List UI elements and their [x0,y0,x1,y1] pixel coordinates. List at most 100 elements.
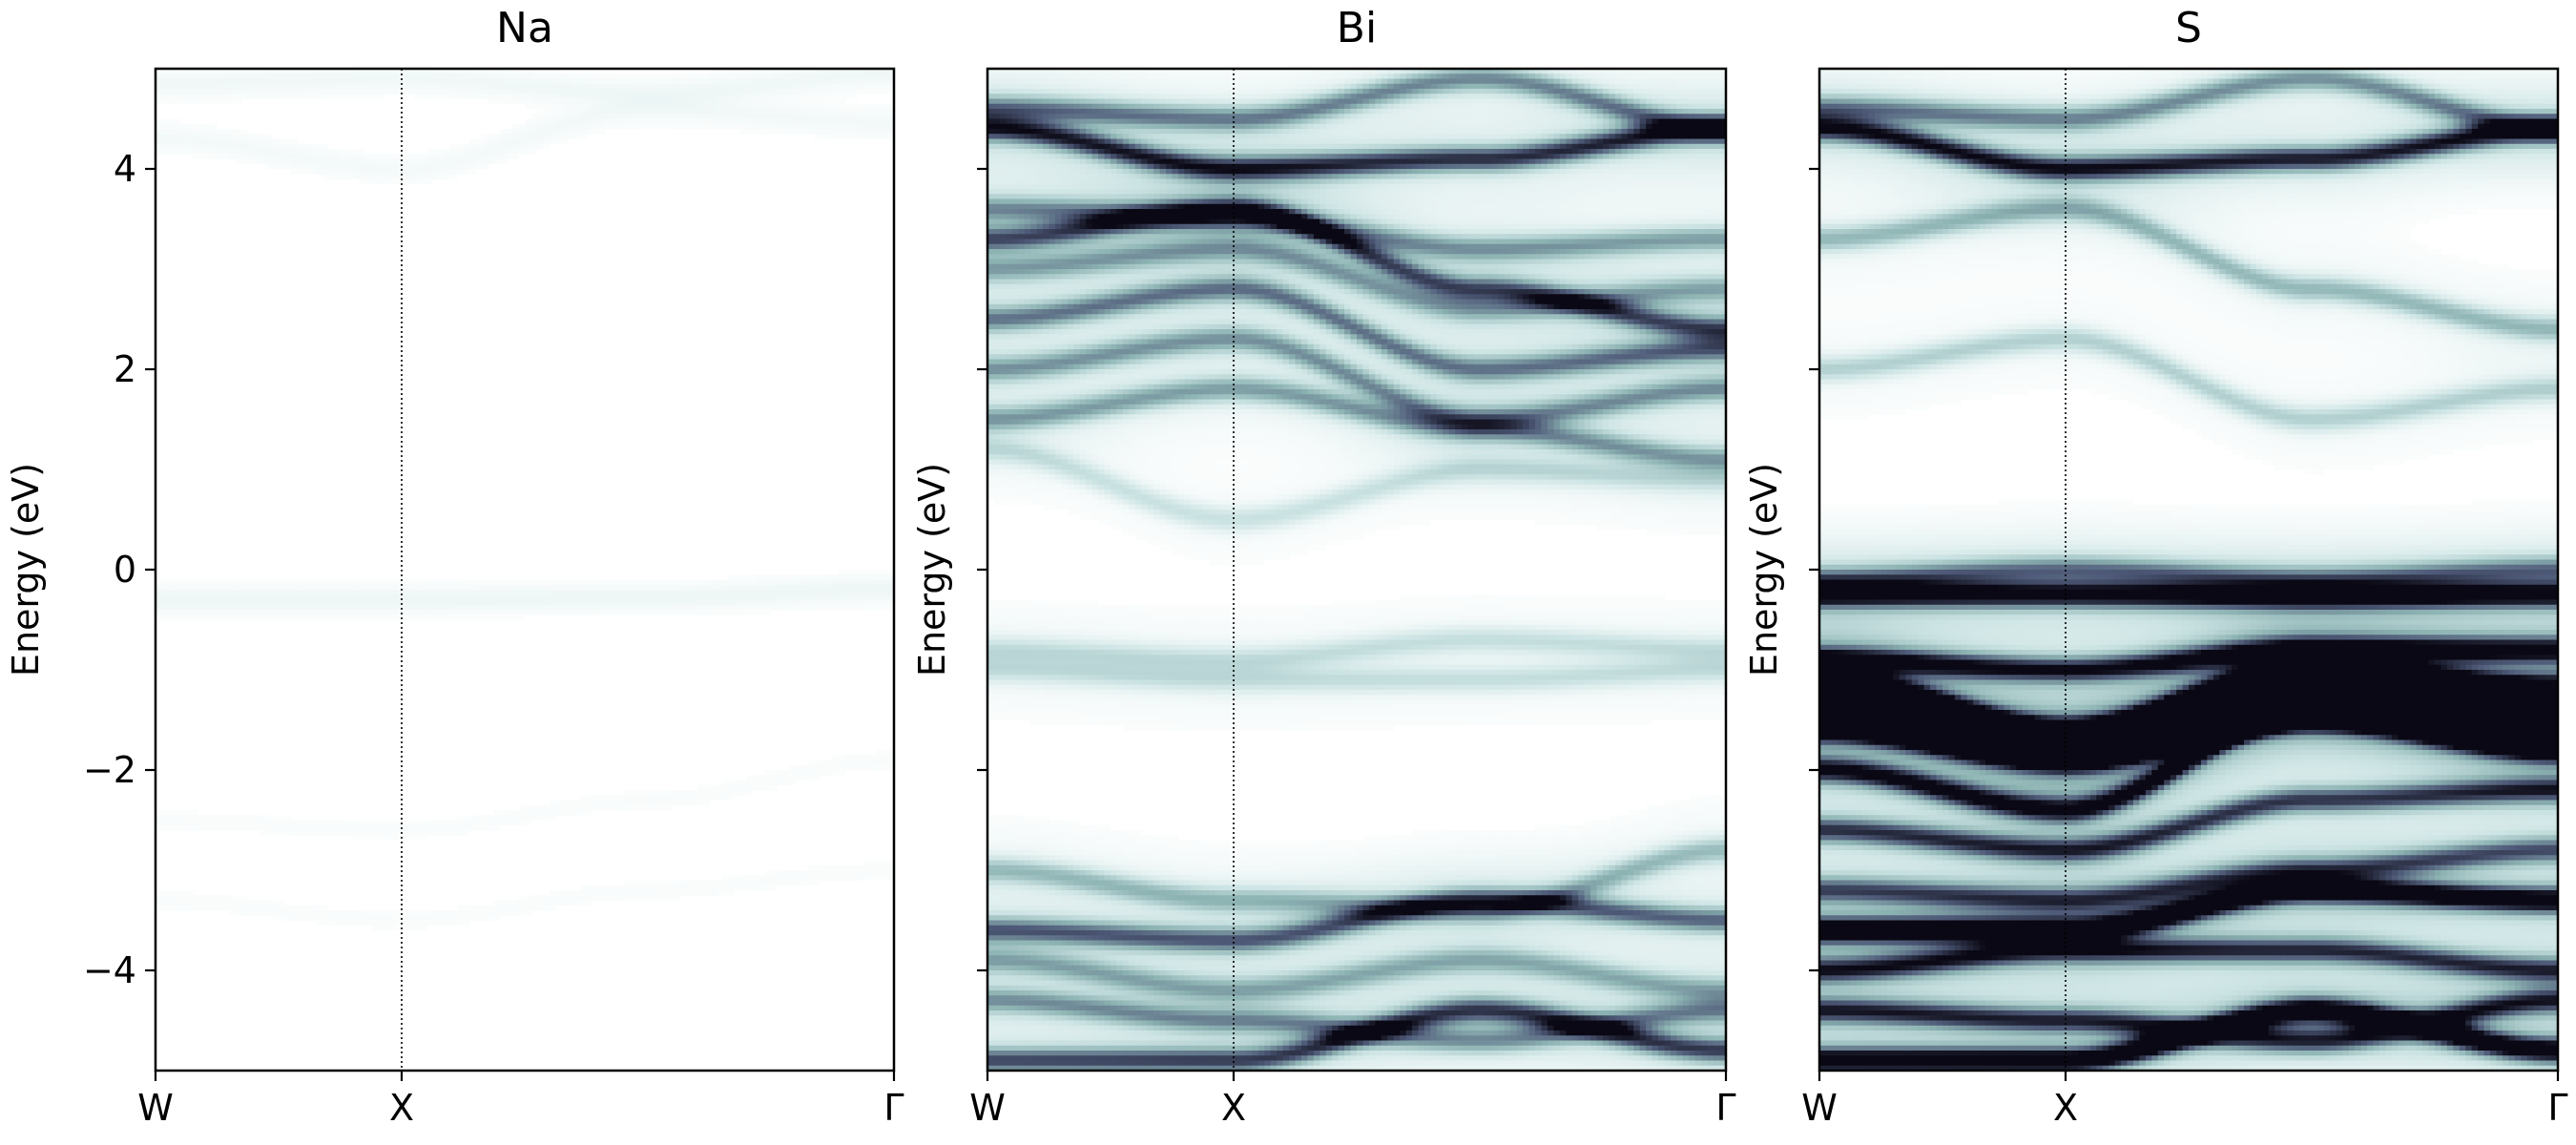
heat-cell [488,594,495,601]
heat-cell [345,910,353,916]
heat-cell [882,109,889,114]
heat-cell [1024,1055,1031,1062]
heat-cell [820,114,827,120]
heat-cell [322,94,329,100]
heat-cell [284,579,292,586]
heat-cell [432,614,440,621]
heat-cell [857,604,864,611]
heat-cell [1006,89,1013,94]
heat-cell [993,599,1001,606]
heat-cell [463,610,470,615]
heat-cell [844,114,852,120]
heat-cell [1030,1055,1038,1062]
heat-cell [987,149,995,155]
heat-cell [383,78,390,85]
heat-cell [488,614,495,621]
heat-cell [1030,294,1038,301]
heat-cell [364,820,372,826]
heat-cell [1018,1055,1026,1062]
heat-cell [364,69,372,74]
heat-cell [254,594,261,601]
heat-cell [395,89,403,94]
heat-cell [1011,630,1019,635]
heat-cell [174,78,181,85]
heat-cell [635,885,643,891]
heat-cell [297,73,304,80]
heat-cell [882,103,889,110]
heat-cell [666,109,674,114]
heat-cell [1024,1000,1031,1007]
heat-cell [402,610,409,615]
heat-cell [1043,349,1050,355]
heat-cell [536,895,544,902]
heat-cell [987,844,995,851]
heat-cell [721,594,729,601]
heat-cell [586,900,593,906]
heat-cell [887,134,894,140]
heat-cell [1006,424,1013,430]
heat-cell [758,69,766,74]
heat-cell [1049,163,1056,170]
heat-cell [999,935,1007,942]
heat-cell [161,905,169,911]
heat-cell [1024,494,1031,501]
heat-cell [993,960,1001,967]
heat-cell [820,875,827,882]
heat-cell [999,359,1007,365]
heat-cell [500,610,508,615]
heat-cell [887,574,894,581]
heat-cell [801,109,809,114]
heat-cell [322,169,329,175]
heat-cell [850,134,858,140]
heat-cell [432,83,440,90]
heat-cell [611,109,618,114]
heat-cell [1036,895,1044,902]
heat-cell [987,434,995,441]
heat-cell [1024,439,1031,446]
heat-cell [999,820,1007,826]
heat-cell [488,910,495,916]
heat-cell [222,129,230,135]
heat-cell [820,123,827,130]
heat-cell [493,610,501,615]
heat-cell [739,118,747,125]
heat-cell [573,98,581,105]
heat-cell [1030,409,1038,415]
heat-cell [814,78,821,85]
panel-title: Bi [1337,4,1377,52]
heat-cell [1024,73,1031,80]
heat-cell [370,915,378,922]
heat-cell [463,149,470,155]
heat-cell [322,915,329,922]
heat-cell [789,590,797,595]
heat-cell [789,78,797,85]
heat-cell [192,810,199,816]
heat-cell [488,154,495,160]
heat-cell [254,815,261,822]
heat-cell [568,89,575,94]
heat-cell [1024,905,1031,911]
heat-cell [1024,424,1031,430]
heat-cell [211,73,218,80]
heat-cell [1036,965,1044,971]
heat-cell [543,114,551,120]
heat-cell [204,69,212,74]
heat-cell [586,804,593,811]
heat-cell [389,158,397,165]
heat-cell [1043,334,1050,341]
heat-cell [993,1005,1001,1011]
heat-cell [518,579,526,586]
heat-cell [666,795,674,802]
heat-cell [426,78,433,85]
heat-cell [1006,940,1013,947]
heat-cell [389,610,397,615]
heat-cell [302,89,310,94]
heat-cell [426,610,433,615]
heat-cell [1036,719,1044,726]
heat-cell [407,614,415,621]
heat-cell [691,579,698,586]
heat-cell [1036,323,1044,330]
heat-cell [506,599,513,606]
heat-cell [174,143,181,150]
heat-cell [327,614,335,621]
